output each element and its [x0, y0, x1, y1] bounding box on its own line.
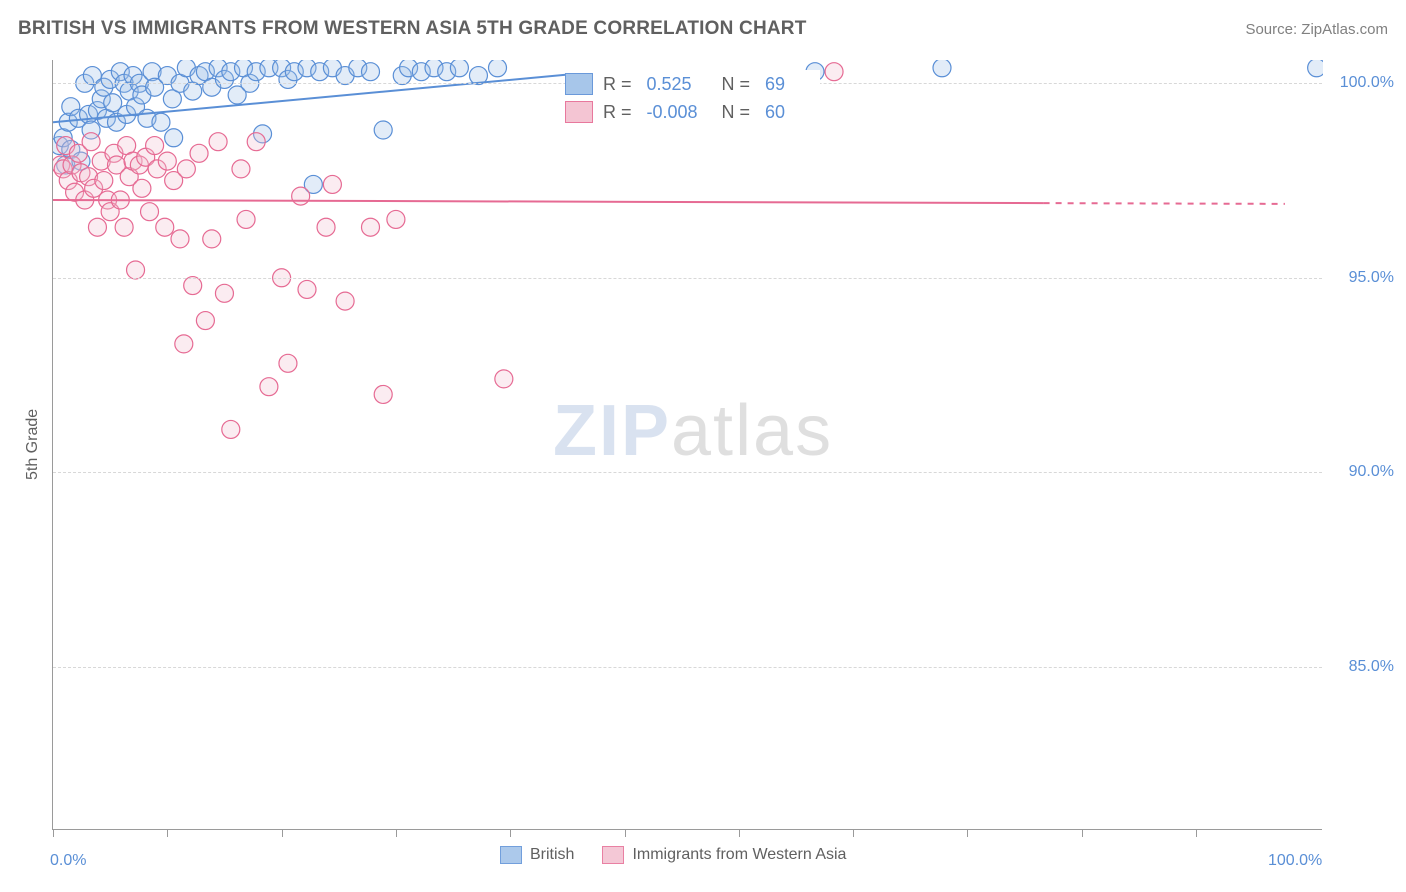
x-tick — [396, 829, 397, 837]
data-point-immigrants — [141, 203, 159, 221]
stats-box: R = 0.525 N = 69R = -0.008 N = 60 — [565, 70, 820, 126]
x-tick — [1082, 829, 1083, 837]
scatter-svg — [53, 60, 1323, 830]
source-label: Source: ZipAtlas.com — [1245, 21, 1388, 38]
trend-line-immigrants — [53, 200, 1044, 203]
data-point-british — [152, 113, 170, 131]
data-point-immigrants — [184, 277, 202, 295]
gridline — [53, 278, 1322, 279]
data-point-immigrants — [190, 144, 208, 162]
y-tick-label: 90.0% — [1330, 463, 1394, 481]
stats-row-british: R = 0.525 N = 69 — [565, 70, 820, 98]
data-point-british — [362, 63, 380, 81]
data-point-immigrants — [387, 210, 405, 228]
legend-item-immigrants: Immigrants from Western Asia — [602, 846, 846, 864]
legend-swatch-british — [500, 846, 522, 864]
plot-area: ZIPatlas 100.0%95.0%90.0%85.0% — [52, 60, 1322, 830]
x-axis-max-label: 100.0% — [1268, 852, 1322, 870]
data-point-immigrants — [495, 370, 513, 388]
data-point-british — [933, 60, 951, 77]
x-axis-min-label: 0.0% — [50, 852, 86, 870]
data-point-immigrants — [215, 284, 233, 302]
stat-r-value-immigrants: -0.008 — [642, 102, 702, 123]
data-point-immigrants — [95, 172, 113, 190]
x-tick — [282, 829, 283, 837]
trend-line-immigrants-dashed — [1044, 203, 1285, 204]
data-point-immigrants — [232, 160, 250, 178]
data-point-immigrants — [177, 160, 195, 178]
data-point-immigrants — [88, 218, 106, 236]
gridline — [53, 472, 1322, 473]
legend-bottom: British Immigrants from Western Asia — [500, 846, 846, 864]
legend-swatch-immigrants — [565, 101, 593, 123]
data-point-immigrants — [175, 335, 193, 353]
y-tick-label: 100.0% — [1330, 74, 1394, 92]
data-point-british — [450, 60, 468, 77]
data-point-british — [374, 121, 392, 139]
data-point-immigrants — [237, 210, 255, 228]
legend-label-british: British — [530, 846, 574, 864]
chart-title: BRITISH VS IMMIGRANTS FROM WESTERN ASIA … — [18, 18, 807, 40]
gridline — [53, 667, 1322, 668]
data-point-immigrants — [222, 420, 240, 438]
data-point-immigrants — [279, 354, 297, 372]
data-point-immigrants — [247, 133, 265, 151]
y-axis-title: 5th Grade — [24, 409, 42, 480]
data-point-immigrants — [362, 218, 380, 236]
data-point-immigrants — [298, 280, 316, 298]
stat-r-label: R = — [603, 74, 632, 95]
y-tick-label: 85.0% — [1330, 658, 1394, 676]
x-tick — [739, 829, 740, 837]
legend-swatch-immigrants — [602, 846, 624, 864]
data-point-british — [489, 60, 507, 77]
data-point-immigrants — [133, 179, 151, 197]
x-tick — [167, 829, 168, 837]
x-tick — [967, 829, 968, 837]
data-point-immigrants — [825, 63, 843, 81]
x-tick — [625, 829, 626, 837]
legend-swatch-british — [565, 73, 593, 95]
data-point-immigrants — [82, 133, 100, 151]
data-point-immigrants — [209, 133, 227, 151]
data-point-british — [1308, 60, 1323, 77]
title-bar: BRITISH VS IMMIGRANTS FROM WESTERN ASIA … — [18, 18, 1388, 40]
data-point-immigrants — [127, 261, 145, 279]
data-point-immigrants — [260, 378, 278, 396]
data-point-immigrants — [292, 187, 310, 205]
x-tick — [510, 829, 511, 837]
stat-n-value-british: 69 — [760, 74, 820, 95]
stats-row-immigrants: R = -0.008 N = 60 — [565, 98, 820, 126]
stat-n-value-immigrants: 60 — [760, 102, 820, 123]
data-point-immigrants — [317, 218, 335, 236]
data-point-immigrants — [323, 175, 341, 193]
stat-r-label: R = — [603, 102, 632, 123]
data-point-immigrants — [115, 218, 133, 236]
y-tick-label: 95.0% — [1330, 269, 1394, 287]
stat-r-value-british: 0.525 — [642, 74, 702, 95]
data-point-immigrants — [203, 230, 221, 248]
x-tick — [53, 829, 54, 837]
data-point-immigrants — [171, 230, 189, 248]
data-point-immigrants — [156, 218, 174, 236]
x-tick — [1196, 829, 1197, 837]
x-tick — [853, 829, 854, 837]
data-point-immigrants — [196, 312, 214, 330]
stat-n-label: N = — [712, 74, 751, 95]
data-point-immigrants — [146, 137, 164, 155]
legend-item-british: British — [500, 846, 574, 864]
data-point-immigrants — [158, 152, 176, 170]
data-point-british — [165, 129, 183, 147]
stat-n-label: N = — [712, 102, 751, 123]
legend-label-immigrants: Immigrants from Western Asia — [632, 846, 846, 864]
data-point-immigrants — [336, 292, 354, 310]
data-point-immigrants — [374, 385, 392, 403]
